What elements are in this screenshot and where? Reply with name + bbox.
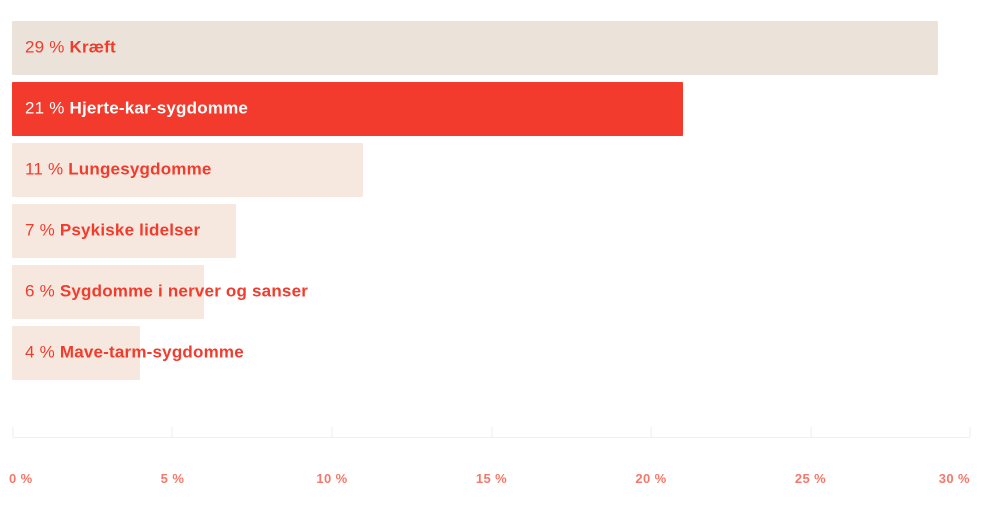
bar-category-label: Psykiske lidelser (59, 220, 201, 240)
bar-row: 21 % Hjerte-kar-sygdomme (12, 82, 970, 136)
bar-row: 4 % Mave-tarm-sygdomme (12, 326, 970, 380)
bar-value-label: 4 % (25, 342, 60, 362)
axis-tick-mark (969, 427, 971, 437)
bar-row: 7 % Psykiske lidelser (12, 204, 970, 258)
axis-tick-label: 15 % (475, 471, 508, 486)
axis-tick-label: 30 % (938, 471, 970, 486)
bar (12, 326, 140, 380)
axis-tick-label: 10 % (316, 471, 348, 486)
bar-value-label: 11 % (25, 159, 69, 179)
bar-label: 29 % Kræft (25, 38, 116, 58)
bar (12, 21, 939, 75)
axis-tick-mark (12, 427, 14, 437)
bar-category-label: Lungesygdomme (68, 159, 212, 179)
axis-tick-mark (491, 427, 492, 437)
bar-area: 29 % Kræft 21 % Hjerte-kar-sygdomme 11 %… (12, 21, 970, 387)
bar (12, 82, 683, 136)
bar-label: 6 % Sygdomme i nerver og sanser (25, 282, 308, 302)
bar-value-label: 21 % (25, 98, 70, 118)
axis-tick-label: 0 % (9, 471, 33, 486)
axis-tick-label: 5 % (160, 471, 185, 486)
x-axis-labels: 0 % 5 % 10 % 15 % 20 % 25 % 30 % (9, 471, 970, 489)
bar-label: 11 % Lungesygdomme (25, 160, 212, 180)
bar-value-label: 29 % (25, 37, 70, 57)
bar-value-label: 7 % (25, 220, 60, 240)
bar-row: 11 % Lungesygdomme (12, 143, 970, 197)
bar (12, 204, 236, 258)
bar-label: 4 % Mave-tarm-sygdomme (25, 343, 244, 363)
axis-tick-mark (171, 427, 173, 437)
bar-label: 7 % Psykiske lidelser (25, 221, 200, 241)
bar-category-label: Mave-tarm-sygdomme (59, 342, 244, 362)
axis-tick-mark (650, 427, 652, 437)
axis-tick-mark (810, 427, 811, 437)
bar (12, 265, 204, 319)
axis-tick-label: 20 % (635, 471, 667, 486)
bar (12, 143, 364, 197)
bar-category-label: Sygdomme i nerver og sanser (59, 281, 309, 301)
bar-row: 29 % Kræft (12, 21, 970, 75)
bar-category-label: Kræft (69, 37, 116, 57)
bar-category-label: Hjerte-kar-sygdomme (69, 98, 249, 118)
bar-label: 21 % Hjerte-kar-sygdomme (25, 99, 248, 119)
bar-value-label: 6 % (25, 281, 60, 301)
x-axis (12, 427, 971, 438)
x-axis-line (13, 437, 970, 438)
bar-row: 6 % Sygdomme i nerver og sanser (12, 265, 970, 319)
axis-tick-mark (331, 427, 333, 437)
axis-tick-label: 25 % (794, 471, 827, 486)
